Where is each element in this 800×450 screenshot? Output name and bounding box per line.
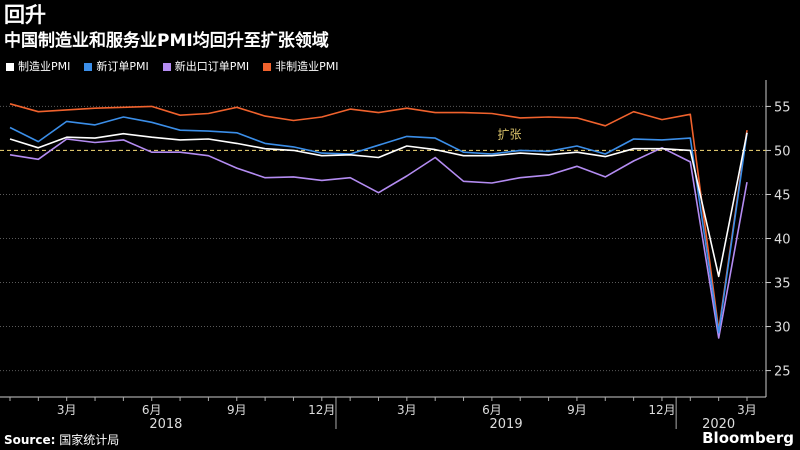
x-tick-label: 9月 <box>567 403 587 417</box>
legend-label: 新订单PMI <box>96 60 149 73</box>
y-tick-label: 55 <box>774 100 791 115</box>
legend-item-new-export-orders: 新出口订单PMI <box>162 60 250 74</box>
x-tick-label: 3月 <box>737 403 757 417</box>
legend-label: 非制造业PMI <box>275 60 339 73</box>
x-tick-label: 9月 <box>227 403 247 417</box>
x-tick-label: 3月 <box>397 403 417 417</box>
y-tick-label: 35 <box>774 277 791 292</box>
year-label: 2020 <box>702 417 735 432</box>
reference-label: 扩张 <box>498 127 522 141</box>
legend-item-new-orders: 新订单PMI <box>84 60 149 74</box>
series-line <box>9 116 748 334</box>
legend-swatch <box>263 63 272 71</box>
legend-swatch <box>6 63 14 71</box>
chart-title: 回升 <box>4 3 46 27</box>
source-text: 国家统计局 <box>59 433 120 447</box>
source-label: Source: <box>4 433 56 447</box>
y-tick-label: 45 <box>774 188 791 203</box>
brand-logo: Bloomberg <box>702 429 794 447</box>
legend-swatch <box>84 63 93 71</box>
legend: 制造业PMI 新订单PMI 新出口订单PMI 非制造业PMI <box>6 60 339 74</box>
chart-subtitle: 中国制造业和服务业PMI均回升至扩张领域 <box>4 31 329 51</box>
legend-swatch <box>162 63 171 71</box>
legend-label: 新出口订单PMI <box>174 60 250 73</box>
y-tick-label: 30 <box>774 321 791 336</box>
series-line <box>9 103 748 331</box>
source-note: Source: 国家统计局 <box>4 432 119 448</box>
year-label: 2019 <box>490 417 523 432</box>
series-line <box>9 132 748 278</box>
y-tick-label: 25 <box>774 365 791 380</box>
legend-item-manufacturing: 制造业PMI <box>6 60 70 74</box>
x-tick-label: 6月 <box>142 403 162 417</box>
legend-item-non-manufacturing: 非制造业PMI <box>263 60 339 74</box>
x-tick-label: 6月 <box>482 403 502 417</box>
y-tick-label: 40 <box>774 233 791 248</box>
x-tick-label: 12月 <box>308 403 335 417</box>
y-tick-label: 50 <box>774 144 791 159</box>
series-line <box>9 138 748 339</box>
legend-label: 制造业PMI <box>18 60 71 73</box>
x-tick-label: 3月 <box>57 403 77 417</box>
year-label: 2018 <box>149 417 182 432</box>
x-tick-label: 12月 <box>648 403 675 417</box>
